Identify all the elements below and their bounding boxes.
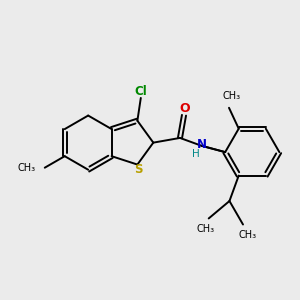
Text: S: S [135, 164, 143, 176]
Text: H: H [193, 149, 200, 159]
Text: Cl: Cl [134, 85, 147, 98]
Text: N: N [196, 138, 207, 151]
Text: CH₃: CH₃ [223, 91, 241, 101]
Text: O: O [179, 102, 190, 115]
Text: CH₃: CH₃ [238, 230, 256, 240]
Text: CH₃: CH₃ [197, 224, 215, 234]
Text: CH₃: CH₃ [18, 163, 36, 173]
